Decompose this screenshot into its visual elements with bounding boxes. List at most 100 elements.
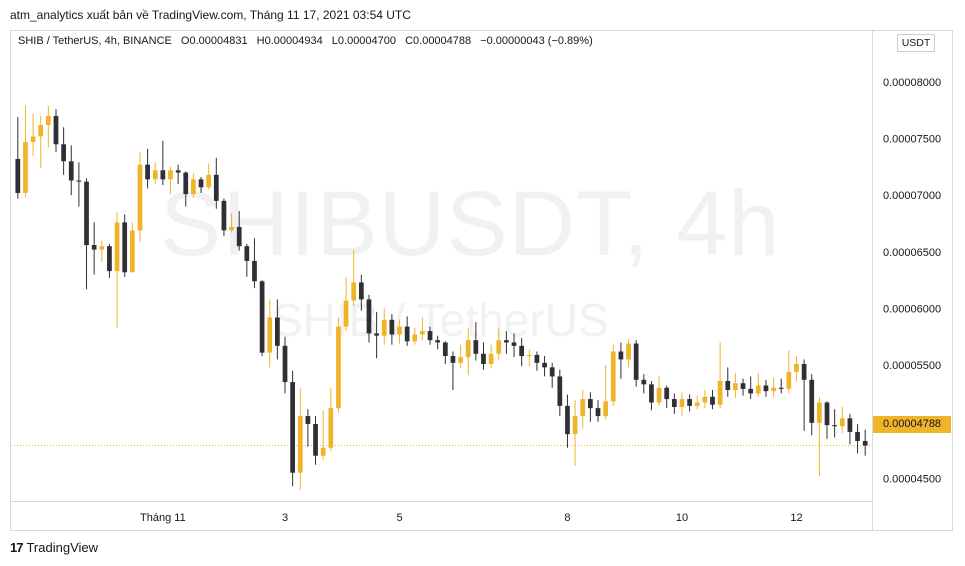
candle-body <box>603 401 608 417</box>
candle-body <box>633 343 639 380</box>
candle-body <box>114 222 120 272</box>
candle-body <box>824 402 830 426</box>
candle-body <box>23 141 28 193</box>
candle-body <box>595 408 601 417</box>
candle-body <box>656 387 662 403</box>
candle-body <box>473 340 479 354</box>
legend-symbol: SHIB / TetherUS, 4h, BINANCE <box>18 35 172 47</box>
candle-body <box>15 158 21 193</box>
candle-body <box>801 363 807 380</box>
candle-body <box>129 230 135 273</box>
candle-body <box>519 345 525 357</box>
candle-body <box>45 115 51 125</box>
candle-body <box>717 380 723 405</box>
candle-body <box>671 399 677 407</box>
legend-close: C0.00004788 <box>405 35 472 47</box>
candle-body <box>236 226 242 247</box>
candle-body <box>458 357 463 363</box>
candle-body <box>68 161 74 181</box>
tradingview-brand: TradingView <box>26 540 99 555</box>
candle-body <box>794 363 799 372</box>
candle-body <box>771 387 776 392</box>
candle-body <box>778 387 784 389</box>
candle-body <box>649 384 654 403</box>
candle-body <box>267 317 273 353</box>
candle-body <box>145 164 150 180</box>
x-tick-label: 12 <box>790 512 802 524</box>
candle-body <box>809 379 815 423</box>
symbol-description-watermark: SHIB / TetherUS <box>272 294 609 346</box>
y-tick-label: 0.00008000 <box>883 77 941 89</box>
x-tick-label: 8 <box>564 512 570 524</box>
candle-body <box>664 387 670 400</box>
time-axis[interactable] <box>10 501 873 531</box>
candle-body <box>442 342 448 357</box>
y-tick-label: 0.00004500 <box>883 473 941 485</box>
candle-body <box>99 246 105 250</box>
candle-body <box>504 340 509 343</box>
candle-body <box>175 170 181 173</box>
candle-body <box>328 408 334 448</box>
candle-body <box>404 326 410 342</box>
candle-body <box>358 282 364 300</box>
candle-body <box>618 351 624 360</box>
x-tick-label: Tháng 11 <box>140 512 186 524</box>
candle-body <box>343 300 349 327</box>
candle-body <box>282 345 288 383</box>
publish-info: atm_analytics xuất bản về TradingView.co… <box>10 8 411 22</box>
y-tick-label: 0.00005500 <box>883 360 941 372</box>
candle-body <box>641 379 647 385</box>
ohlc-legend: SHIB / TetherUS, 4h, BINANCE O0.00004831… <box>18 35 599 47</box>
candle-body <box>450 356 456 363</box>
candle-body <box>862 440 868 446</box>
candle-body <box>557 376 563 406</box>
candle-body <box>626 343 631 360</box>
candle-body <box>313 423 318 456</box>
candle-body <box>213 174 219 201</box>
candle-body <box>183 172 189 195</box>
tradingview-logo-icon: 17 <box>10 540 24 555</box>
price-axis[interactable] <box>873 30 953 531</box>
y-tick-label: 0.00007500 <box>883 134 941 146</box>
candle-body <box>275 317 280 346</box>
candle-body <box>168 170 173 180</box>
candle-body <box>297 416 303 473</box>
candle-body <box>229 226 234 231</box>
candle-body <box>832 425 838 427</box>
candle-body <box>542 362 547 368</box>
candle-body <box>748 388 754 394</box>
candle-body <box>244 246 250 261</box>
candle-body <box>855 431 860 441</box>
candle-body <box>687 399 692 406</box>
currency-button[interactable]: USDT <box>897 34 935 52</box>
candle-body <box>152 170 158 180</box>
candle-body <box>206 174 212 188</box>
chart-pane[interactable] <box>10 30 873 502</box>
x-tick-label: 3 <box>282 512 288 524</box>
candle-body <box>91 245 97 250</box>
candle-body <box>427 331 433 341</box>
candle-body <box>122 222 128 273</box>
candle-body <box>694 402 700 406</box>
candle-body <box>290 382 296 473</box>
last-price-label: 0.00004788 <box>873 416 951 433</box>
x-tick-label: 5 <box>396 512 402 524</box>
y-tick-label: 0.00006000 <box>883 303 941 315</box>
candle-body <box>817 402 822 423</box>
footer-branding[interactable]: 17 TradingView <box>10 540 98 555</box>
candle-body <box>61 144 66 162</box>
candle-body <box>305 416 311 424</box>
candle-body <box>397 326 402 335</box>
candle-body <box>839 418 845 427</box>
candle-body <box>565 405 570 435</box>
candle-body <box>526 354 532 357</box>
candle-body <box>610 351 616 402</box>
candle-body <box>336 326 341 409</box>
y-tick-label: 0.00007000 <box>883 190 941 202</box>
candle-body <box>755 385 761 394</box>
candle-body <box>733 383 738 391</box>
candle-body <box>191 179 196 195</box>
candle-body <box>252 260 257 282</box>
candle-body <box>572 416 578 435</box>
